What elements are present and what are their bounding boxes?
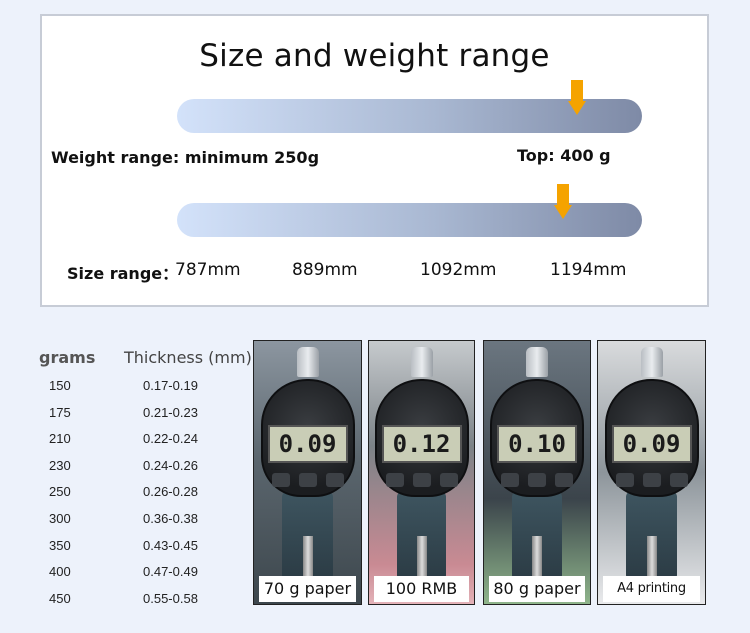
table-row: 210 0.22-0.24 (0, 429, 250, 456)
gauge-reading: 0.09 (267, 425, 348, 463)
gauge-photo: 0.09 70 g paper (253, 340, 362, 605)
gauge-knob-icon (526, 347, 548, 377)
size-value: 1194mm (550, 260, 627, 280)
gauge-reading: 0.10 (497, 425, 577, 463)
weight-minimum-label: Weight range: minimum 250g (51, 148, 320, 167)
table-row: 150 0.17-0.19 (0, 376, 250, 403)
table-row: 450 0.55-0.58 (0, 589, 250, 616)
grams-cell: 350 (49, 537, 71, 553)
grams-cell: 450 (49, 590, 71, 606)
grams-cell: 210 (49, 431, 71, 447)
weight-top-label: Top: 400 g (517, 146, 611, 165)
grams-cell: 150 (49, 378, 71, 393)
thickness-cell: 0.55-0.58 (143, 590, 198, 606)
thickness-table: 150 0.17-0.19 175 0.21-0.23 210 0.22-0.24 2… (0, 376, 250, 615)
grams-cell: 400 (49, 564, 71, 580)
table-row: 250 0.26-0.28 (0, 482, 250, 509)
gauge-reading: 0.09 (611, 425, 692, 463)
photo-caption: 80 g paper (489, 576, 585, 602)
thickness-cell: 0.21-0.23 (143, 404, 198, 420)
grams-cell: 250 (49, 484, 71, 500)
size-value: 889mm (292, 260, 358, 280)
thickness-cell: 0.24-0.26 (143, 457, 198, 473)
panel-title: Size and weight range (199, 38, 550, 74)
weight-marker-icon (567, 80, 586, 116)
table-row: 350 0.43-0.45 (0, 536, 250, 563)
photo-caption: A4 printing paper (603, 576, 700, 602)
grams-cell: 300 (49, 510, 71, 526)
gauge-photo: 0.10 80 g paper (483, 340, 591, 605)
size-value: 1092mm (420, 260, 497, 280)
thickness-cell: 0.47-0.49 (143, 564, 198, 580)
thickness-cell: 0.36-0.38 (143, 510, 198, 526)
size-range-bar (177, 203, 642, 237)
table-row: 300 0.36-0.38 (0, 509, 250, 536)
thickness-cell: 0.26-0.28 (143, 484, 198, 500)
photo-caption: 70 g paper (259, 576, 356, 602)
gauge-knob-icon (410, 347, 433, 377)
thickness-header: Thickness (mm) (124, 348, 252, 367)
size-value: 787mm (175, 260, 241, 280)
thickness-cell: 0.17-0.19 (143, 378, 198, 393)
gauge-knob-icon (296, 347, 319, 377)
table-row: 175 0.21-0.23 (0, 403, 250, 430)
table-row: 400 0.47-0.49 (0, 562, 250, 589)
size-marker-icon (553, 184, 572, 220)
range-panel: Size and weight range Weight range: mini… (40, 14, 709, 307)
grams-header: grams (39, 348, 96, 367)
gauge-photo: 0.12 100 RMB (368, 340, 475, 605)
thickness-cell: 0.43-0.45 (143, 537, 198, 553)
weight-range-bar (177, 99, 642, 133)
grams-cell: 175 (49, 404, 71, 420)
grams-cell: 230 (49, 457, 71, 473)
gauge-photo: 0.09 A4 printing paper (597, 340, 706, 605)
size-range-label: Size range： (67, 264, 179, 283)
photo-caption: 100 RMB (374, 576, 469, 602)
gauge-knob-icon (640, 347, 663, 377)
table-row: 230 0.24-0.26 (0, 456, 250, 483)
gauge-reading: 0.12 (381, 425, 462, 463)
thickness-cell: 0.22-0.24 (143, 431, 198, 447)
